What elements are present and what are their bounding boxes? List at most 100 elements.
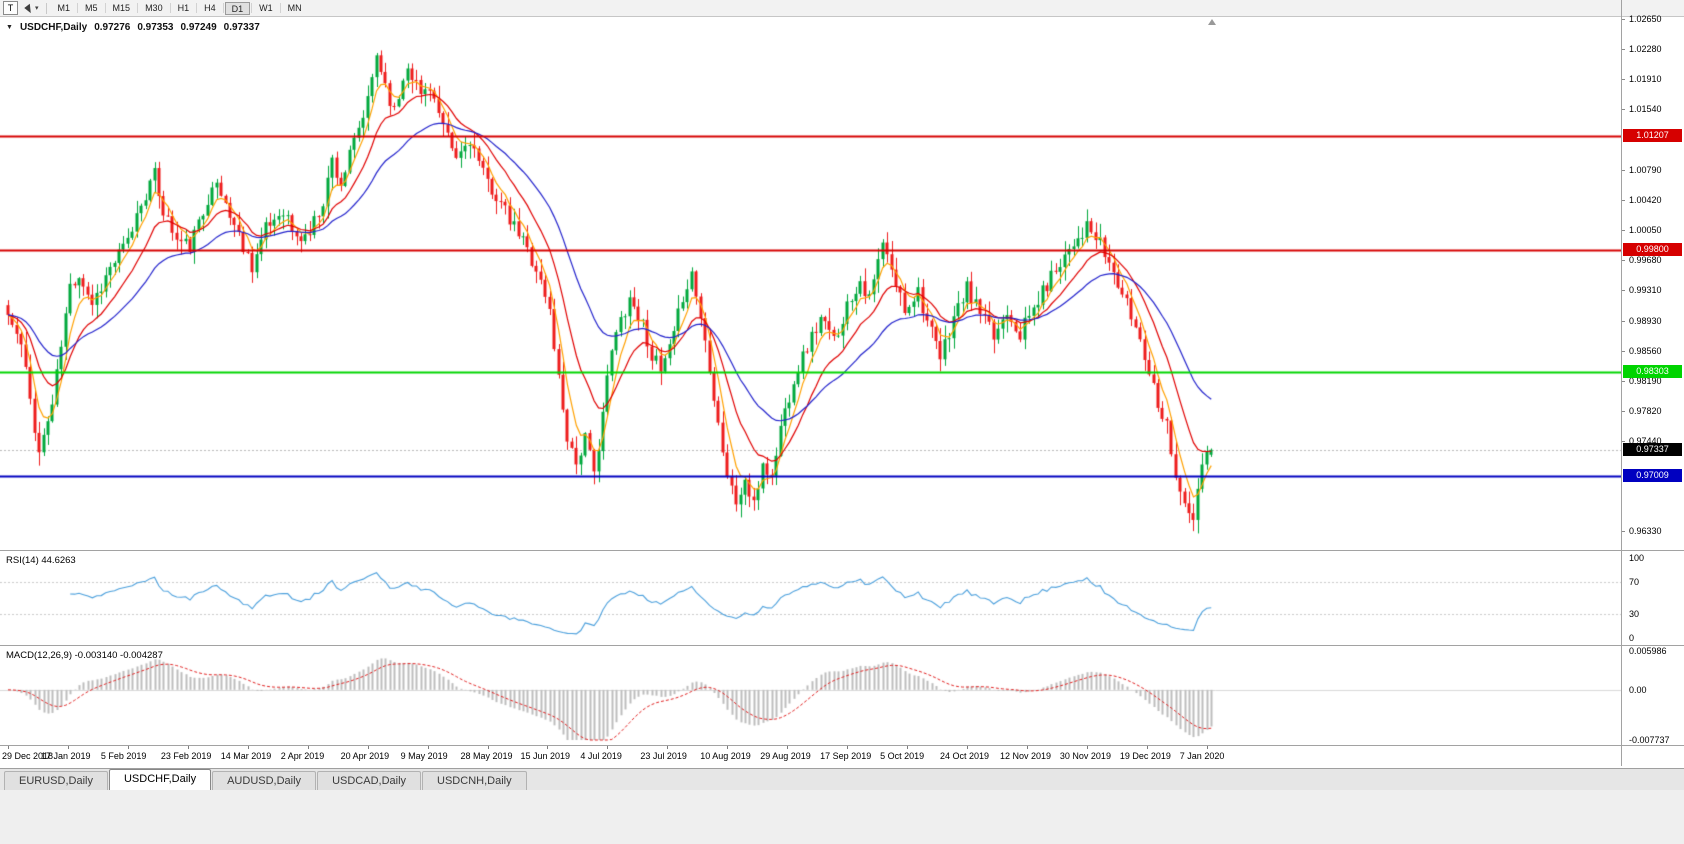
bid-price-badge: 0.97337 — [1623, 442, 1682, 456]
timeframe-button-w1[interactable]: W1 — [259, 2, 273, 13]
price-tick: 1.01910 — [1629, 74, 1662, 85]
pane-separator[interactable] — [0, 550, 1684, 551]
axis-tick-mark — [787, 746, 788, 749]
axis-tick-mark — [1622, 79, 1625, 81]
price-tick: 0.97820 — [1629, 405, 1662, 416]
symbol-dropdown-icon[interactable]: ▼ — [6, 24, 13, 31]
date-label: 29 Dec 2018 — [2, 751, 54, 761]
toolbar-separator — [45, 2, 47, 14]
cursor-tool-button[interactable]: ▾ — [24, 1, 41, 16]
axis-tick-mark — [1622, 350, 1625, 352]
date-label: 7 Jan 2020 — [1179, 751, 1225, 761]
level-price-badge: 0.99800 — [1623, 243, 1682, 257]
date-label: 15 Jun 2019 — [520, 751, 570, 761]
chart-tab-usdchf[interactable]: USDCHF,Daily — [108, 769, 212, 790]
timeframe-button-m15[interactable]: M15 — [112, 2, 131, 13]
timeframe-button-d1[interactable]: D1 — [224, 1, 251, 15]
chart-tab-eurusd[interactable]: EURUSD,Daily — [4, 771, 108, 790]
date-label: 19 Dec 2019 — [1119, 751, 1171, 761]
axis-tick-mark — [1622, 49, 1625, 51]
date-label: 17 Sep 2019 — [820, 751, 872, 761]
chart-tab-usdcad[interactable]: USDCAD,Daily — [317, 771, 422, 790]
axis-tick-mark — [1622, 109, 1625, 111]
axis-tick-mark — [1622, 320, 1625, 322]
date-label: 4 Jul 2019 — [580, 751, 622, 761]
symbol-timeframe-label: USDCHF,Daily — [19, 22, 88, 33]
axis-tick-mark — [847, 746, 848, 749]
rsi-tick: 30 — [1629, 609, 1640, 619]
axis-tick-mark — [428, 746, 429, 749]
timeframe-button-h1[interactable]: H1 — [177, 2, 190, 13]
macd-tick: -0.007737 — [1629, 735, 1670, 745]
chart-title: ▼ USDCHF,Daily 0.97276 0.97353 0.97249 0… — [6, 22, 260, 33]
chevron-down-icon: ▾ — [35, 5, 39, 12]
ohlc-close: 0.97337 — [223, 22, 260, 33]
ohlc-high: 0.97353 — [137, 22, 174, 33]
timeframe-group: M1 M5 M15 M30 H1 H4 D1 W1 MN — [52, 1, 308, 15]
level-price-badge: 1.01207 — [1623, 129, 1682, 143]
date-label: 10 Aug 2019 — [700, 751, 751, 761]
axis-tick-mark — [1207, 746, 1208, 749]
text-tool-button[interactable]: T — [3, 1, 18, 15]
axis-tick-mark — [68, 746, 69, 749]
date-label: 9 May 2019 — [400, 751, 448, 761]
price-tick: 0.96330 — [1629, 526, 1662, 537]
axis-tick-mark — [8, 746, 9, 749]
axis-tick-mark — [1622, 260, 1625, 261]
price-tick: 0.98190 — [1629, 375, 1662, 386]
date-label: 23 Jul 2019 — [640, 751, 687, 761]
timeframe-button-mn[interactable]: MN — [287, 2, 302, 13]
toolbar-separator — [222, 3, 224, 13]
rsi-indicator-canvas[interactable] — [0, 551, 1621, 645]
axis-tick-mark — [308, 746, 309, 749]
axis-tick-mark — [1622, 289, 1625, 291]
macd-indicator-canvas[interactable] — [0, 646, 1621, 745]
axis-tick-mark — [488, 746, 489, 749]
toolbar-separator — [104, 3, 106, 13]
date-label: 30 Nov 2019 — [1059, 751, 1111, 761]
pane-separator[interactable] — [0, 645, 1684, 646]
price-tick: 0.98930 — [1629, 315, 1662, 326]
rsi-tick: 70 — [1629, 577, 1640, 587]
timeframe-button-m1[interactable]: M1 — [57, 2, 71, 13]
price-tick: 1.01540 — [1629, 104, 1662, 115]
macd-tick: 0.005986 — [1629, 646, 1667, 656]
price-tick: 1.00420 — [1629, 195, 1662, 206]
main-chart-canvas[interactable] — [0, 17, 1621, 550]
pane-separator — [0, 745, 1684, 746]
date-axis[interactable]: 29 Dec 2018 17 Jan 2019 5 Feb 2019 23 Feb 2… — [0, 746, 1621, 766]
date-label: 24 Oct 2019 — [940, 751, 990, 761]
axis-tick-mark — [1622, 170, 1625, 172]
axis-tick-mark — [1622, 441, 1625, 443]
price-axis[interactable]: 1.02650 1.02280 1.01910 1.01540 1.00790 1.004… — [1622, 0, 1684, 766]
macd-label: MACD(12,26,9) -0.003140 -0.004287 — [6, 650, 163, 661]
axis-tick-mark — [188, 746, 189, 749]
axis-tick-mark — [1622, 410, 1625, 412]
axis-tick-mark — [1027, 746, 1028, 749]
chart-shift-marker-icon[interactable] — [1208, 19, 1216, 25]
toolbar: T ▾ M1 M5 M15 M30 H1 H4 D1 W1 MN — [0, 0, 1684, 17]
rsi-label: RSI(14) 44.6263 — [6, 555, 76, 566]
price-tick: 1.02650 — [1629, 14, 1662, 25]
toolbar-separator — [77, 3, 79, 13]
price-axis-separator — [1621, 0, 1622, 766]
toolbar-separator — [196, 3, 198, 13]
axis-tick-mark — [1622, 230, 1625, 232]
toolbar-separator — [279, 3, 281, 13]
axis-tick-mark — [248, 746, 249, 749]
timeframe-button-h4[interactable]: H4 — [204, 2, 216, 13]
price-tick: 0.99310 — [1629, 284, 1662, 295]
chart-tab-audusd[interactable]: AUDUSD,Daily — [212, 771, 317, 790]
axis-tick-mark — [967, 746, 968, 749]
axis-tick-mark — [1622, 200, 1625, 202]
price-tick: 1.00050 — [1629, 225, 1662, 236]
date-label: 29 Aug 2019 — [760, 751, 811, 761]
axis-tick-mark — [1622, 531, 1625, 533]
window-background — [0, 790, 1684, 844]
timeframe-button-m30[interactable]: M30 — [145, 2, 163, 13]
date-label: 5 Oct 2019 — [880, 751, 925, 761]
timeframe-button-m5[interactable]: M5 — [85, 2, 98, 13]
chart-tab-usdcnh[interactable]: USDCNH,Daily — [422, 771, 527, 790]
price-tick: 0.99680 — [1629, 255, 1662, 265]
price-tick: 1.00790 — [1629, 165, 1662, 176]
